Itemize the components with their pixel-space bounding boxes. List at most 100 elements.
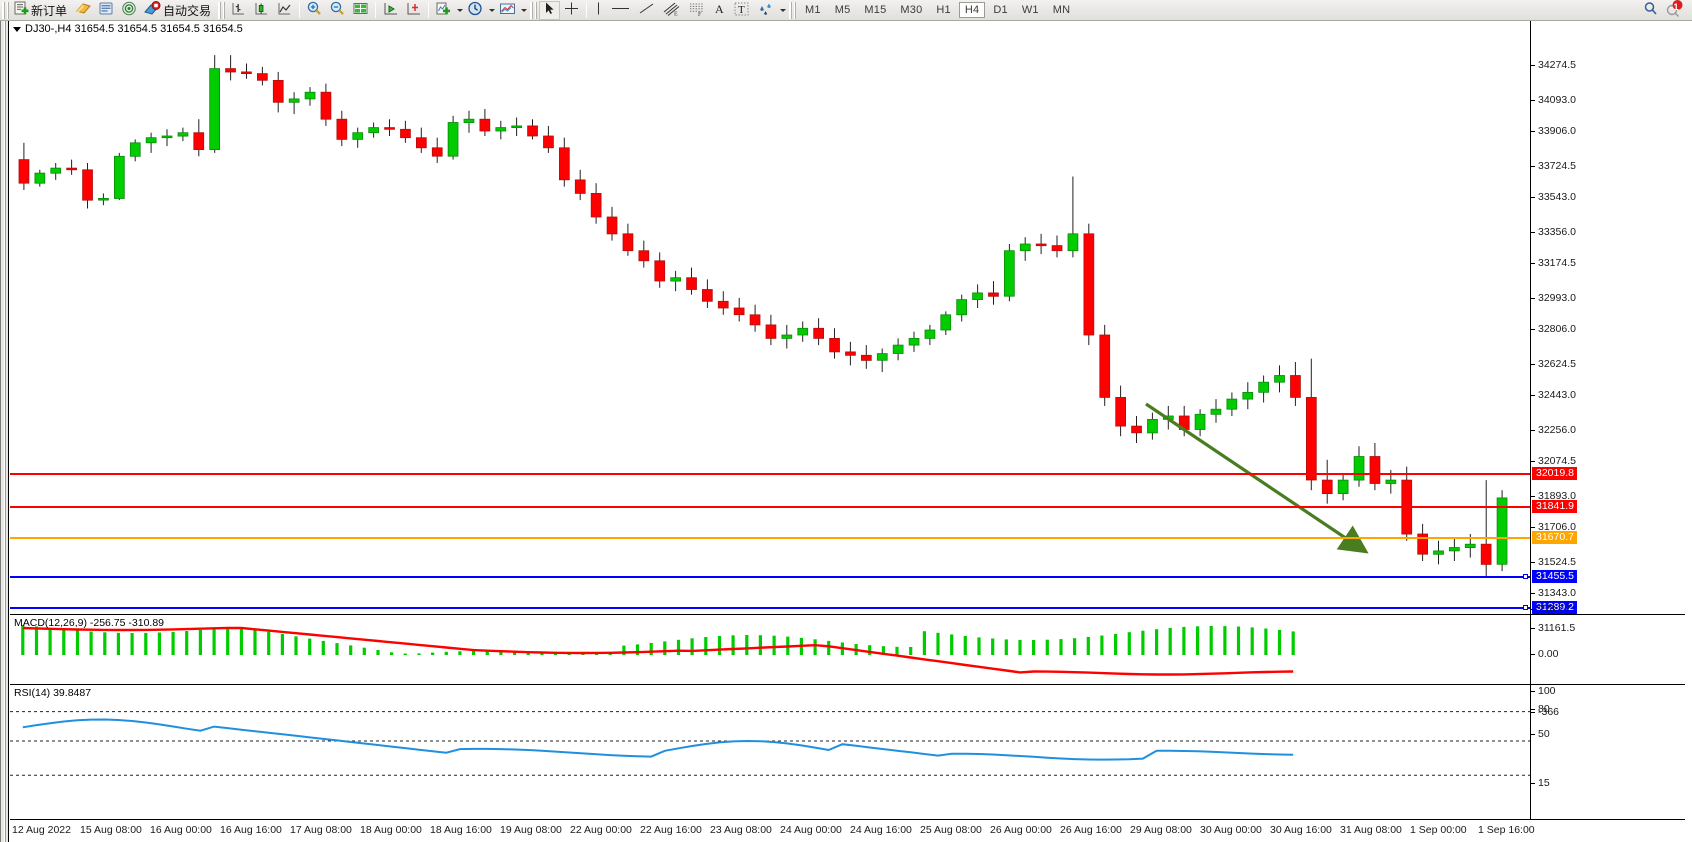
resistance-line-2-tag[interactable]: 31841.9 — [1532, 500, 1577, 513]
rsi-axis-label: 100 — [1538, 685, 1556, 697]
toolbar-grip-4[interactable] — [789, 1, 797, 19]
price-tick-mark — [1531, 166, 1535, 167]
auto-scroll-button[interactable] — [379, 1, 402, 20]
vertical-line-tool[interactable] — [590, 1, 607, 20]
timeframe-w1[interactable]: W1 — [1021, 4, 1039, 16]
svg-text:E: E — [674, 12, 678, 18]
time-axis-label: 16 Aug 16:00 — [220, 824, 282, 836]
chevron-down-icon-templates[interactable] — [519, 2, 528, 19]
timeframe-m1[interactable]: M1 — [805, 4, 821, 16]
chart-shift-button[interactable] — [402, 1, 425, 20]
indicator-tick-mark — [1531, 691, 1535, 692]
timeframe-m15[interactable]: M15 — [864, 4, 887, 16]
fibonacci-tool[interactable]: F — [684, 1, 709, 20]
horizontal-line-tool[interactable] — [607, 1, 634, 20]
resistance-line-2[interactable] — [10, 506, 1530, 508]
timeframe-h1[interactable]: H1 — [936, 4, 951, 16]
data-window-button[interactable] — [95, 1, 118, 20]
navigator-icon — [120, 0, 139, 20]
templates-button[interactable] — [496, 1, 519, 20]
pivot-line-tag[interactable]: 31670.7 — [1532, 531, 1577, 544]
navigator-button[interactable] — [118, 1, 141, 20]
main-toolbar: 新订单 — [0, 0, 1692, 21]
price-axis[interactable]: 34274.5 34093.0 33906.0 33724.5 33543.0 33356… — [1530, 21, 1692, 819]
time-axis-label: 16 Aug 00:00 — [150, 824, 212, 836]
svg-text:A: A — [715, 2, 724, 16]
cursor-tool[interactable] — [539, 0, 561, 20]
chevron-down-icon-shapes[interactable] — [778, 2, 787, 19]
pivot-line[interactable] — [10, 537, 1530, 539]
timeframe-mn[interactable]: MN — [1052, 4, 1071, 16]
candlestick-series — [18, 55, 1508, 578]
macd-axis-label: -366 — [1538, 706, 1560, 718]
candlestick-chart-icon — [252, 0, 271, 20]
time-axis-label: 24 Aug 16:00 — [850, 824, 912, 836]
tile-windows-button[interactable] — [349, 1, 372, 20]
auto-trading-button[interactable]: 自动交易 — [141, 1, 216, 20]
rsi-label: RSI(14) 39.8487 — [14, 687, 92, 699]
price-tick-mark — [1531, 562, 1535, 563]
text-tool[interactable]: A — [709, 1, 730, 20]
resistance-line-1[interactable] — [10, 473, 1530, 475]
bar-chart-button[interactable] — [227, 1, 250, 20]
toolbar-grip-2[interactable] — [218, 1, 226, 19]
vertical-line-icon — [592, 0, 605, 20]
toolbar-separator-3 — [428, 2, 430, 18]
expert-advisors-button[interactable] — [72, 1, 95, 20]
toolbar-separator-1 — [299, 2, 301, 18]
price-tick-label: 32806.0 — [1538, 323, 1576, 335]
cursor-arrow-icon — [542, 0, 557, 20]
support-line-2-handle[interactable] — [1523, 605, 1528, 610]
resistance-line-1-tag[interactable]: 32019.8 — [1532, 467, 1577, 480]
chevron-down-icon-periods[interactable] — [487, 2, 496, 19]
trendline-tool[interactable] — [634, 1, 659, 20]
price-tick-label: 33543.0 — [1538, 191, 1576, 203]
timeframe-h4[interactable]: H4 — [958, 2, 986, 18]
support-line-2[interactable] — [10, 607, 1530, 609]
timeframe-m5[interactable]: M5 — [834, 4, 851, 16]
time-axis-label: 18 Aug 16:00 — [430, 824, 492, 836]
time-axis[interactable]: 12 Aug 2022 15 Aug 08:00 16 Aug 00:00 16 Au… — [10, 819, 1692, 842]
support-line-2-tag[interactable]: 31289.2 — [1532, 601, 1577, 614]
zoom-in-button[interactable] — [303, 1, 326, 20]
support-line-1-handle[interactable] — [1523, 574, 1528, 579]
timeframe-d1[interactable]: D1 — [993, 4, 1008, 16]
price-tick-label: 31706.0 — [1538, 521, 1576, 533]
indicator-tick-mark — [1531, 783, 1535, 784]
shapes-tool[interactable] — [753, 1, 778, 20]
toolbar-grip-3[interactable] — [530, 1, 538, 19]
time-axis-label: 25 Aug 08:00 — [920, 824, 982, 836]
price-tick-mark — [1531, 197, 1535, 198]
notification-alert-button[interactable]: 1 — [1662, 0, 1686, 20]
line-chart-button[interactable] — [273, 1, 296, 20]
data-window-icon — [97, 0, 116, 20]
equidistant-channel-tool[interactable]: E — [659, 1, 684, 20]
zoom-out-button[interactable] — [326, 1, 349, 20]
chart-right-edge — [1685, 21, 1692, 842]
timeframe-m30[interactable]: M30 — [900, 4, 923, 16]
support-line-1[interactable] — [10, 576, 1530, 578]
search-button[interactable] — [1639, 1, 1662, 20]
crosshair-tool[interactable] — [560, 1, 583, 20]
candlestick-chart-button[interactable] — [250, 1, 273, 20]
price-tick-label: 31893.0 — [1538, 490, 1576, 502]
support-line-1-tag[interactable]: 31455.5 — [1532, 570, 1577, 583]
time-axis-label: 1 Sep 00:00 — [1410, 824, 1467, 836]
symbol-header: DJ30-,H4 31654.5 31654.5 31654.5 31654.5 — [13, 23, 243, 35]
indicator-tick-mark — [1531, 654, 1535, 655]
indicator-tick-mark — [1531, 712, 1535, 713]
macd-label: MACD(12,26,9) -256.75 -310.89 — [14, 617, 164, 629]
price-tick-mark — [1531, 298, 1535, 299]
new-order-button[interactable]: 新订单 — [11, 1, 72, 20]
indicators-button[interactable] — [432, 1, 455, 20]
time-axis-label: 30 Aug 16:00 — [1270, 824, 1332, 836]
time-axis-label: 19 Aug 08:00 — [500, 824, 562, 836]
zoom-in-icon — [305, 0, 324, 20]
text-label-tool[interactable]: T — [730, 1, 753, 20]
periods-button[interactable] — [464, 1, 487, 20]
toolbar-grip-1[interactable] — [2, 1, 9, 19]
chart-plot-area[interactable]: DJ30-,H4 31654.5 31654.5 31654.5 31654.5… — [10, 21, 1530, 819]
chevron-down-icon-indicators[interactable] — [455, 2, 464, 19]
price-tick-label: 32624.5 — [1538, 358, 1576, 370]
triangle-down-icon[interactable] — [13, 26, 21, 32]
